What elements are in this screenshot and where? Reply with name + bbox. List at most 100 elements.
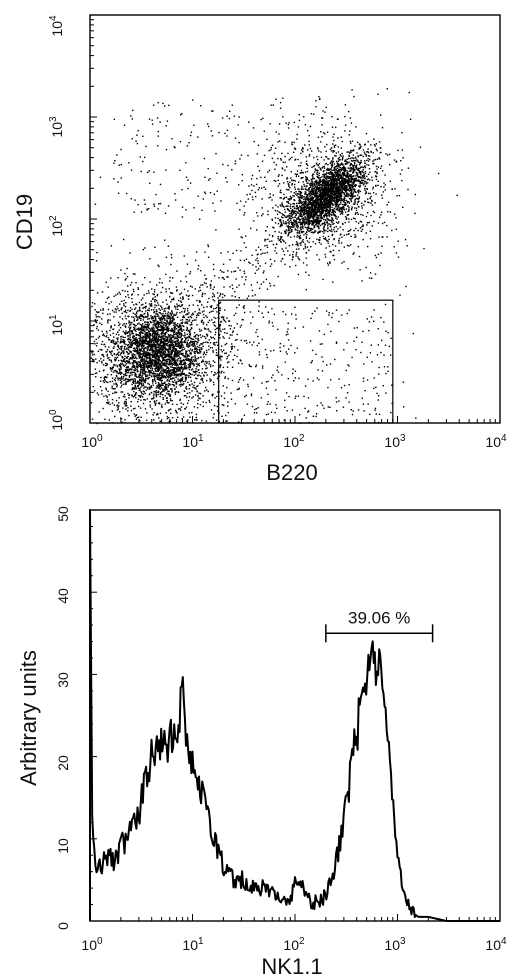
scatter-event (108, 346, 110, 348)
scatter-event (304, 205, 307, 207)
scatter-event (193, 342, 196, 344)
scatter-event (126, 356, 128, 358)
scatter-event (169, 329, 171, 331)
scatter-event (101, 360, 103, 363)
scatter-event (213, 413, 215, 415)
scatter-event (115, 341, 117, 343)
scatter-event (171, 319, 174, 322)
scatter-event (226, 317, 228, 319)
scatter-event (181, 373, 183, 375)
scatter-event (168, 345, 171, 347)
scatter-event (112, 332, 114, 335)
scatter-event (129, 338, 131, 341)
scatter-event (141, 343, 144, 346)
scatter-event (131, 374, 133, 376)
scatter-event (186, 354, 188, 356)
scatter-event (136, 370, 138, 373)
scatter-event (115, 383, 118, 385)
scatter-event (118, 368, 121, 370)
scatter-event (140, 314, 143, 316)
scatter-event (108, 419, 110, 421)
scatter-event (154, 375, 157, 377)
scatter-event (170, 329, 173, 331)
scatter-event (138, 395, 140, 397)
scatter-event (187, 376, 190, 378)
scatter-event (124, 272, 126, 275)
scatter-event (155, 390, 158, 392)
scatter-event (164, 364, 167, 367)
scatter-event (93, 359, 95, 361)
scatter-event (174, 350, 176, 352)
scatter-event (332, 179, 334, 182)
scatter-event (258, 354, 261, 356)
scatter-event (157, 324, 160, 326)
scatter-event (182, 354, 184, 357)
scatter-event (178, 350, 181, 353)
scatter-event (293, 235, 296, 238)
scatter-event (357, 167, 360, 170)
scatter-event (98, 360, 101, 362)
scatter-event (318, 215, 320, 217)
scatter-event (171, 340, 173, 343)
scatter-event (146, 349, 149, 352)
scatter-event (125, 332, 127, 334)
scatter-event (216, 354, 218, 356)
scatter-event (151, 348, 154, 351)
scatter-event (152, 379, 154, 381)
scatter-event (144, 339, 146, 341)
scatter-event (97, 350, 99, 352)
scatter-event (156, 373, 159, 375)
scatter-event (195, 413, 198, 416)
scatter-event (197, 369, 199, 371)
scatter-event (304, 232, 307, 235)
scatter-event (310, 228, 313, 230)
scatter-event (236, 306, 238, 309)
scatter-event (340, 173, 342, 175)
scatter-event (103, 343, 105, 346)
scatter-event (149, 352, 151, 354)
scatter-event (105, 387, 107, 389)
scatter-event (166, 383, 168, 386)
scatter-event (101, 340, 104, 343)
scatter-event (148, 303, 151, 305)
scatter-event (127, 360, 130, 363)
scatter-event (152, 293, 154, 295)
scatter-event (177, 408, 180, 410)
scatter-event (314, 185, 316, 187)
scatter-event (161, 286, 164, 289)
scatter-event (154, 304, 156, 306)
scatter-event (179, 399, 181, 402)
scatter-event (291, 184, 293, 186)
scatter-event (185, 352, 188, 354)
scatter-event (219, 302, 221, 304)
scatter-event (185, 363, 187, 365)
scatter-event (128, 326, 130, 328)
scatter-event (356, 194, 359, 196)
scatter-event (261, 312, 263, 314)
scatter-event (143, 361, 145, 363)
scatter-event (149, 372, 151, 375)
scatter-event (251, 344, 253, 346)
scatter-event (140, 340, 142, 343)
scatter-event (225, 420, 227, 422)
scatter-event (126, 267, 128, 270)
scatter-event (333, 195, 335, 197)
scatter-event (299, 213, 301, 215)
scatter-event (200, 347, 202, 349)
scatter-event (180, 352, 182, 355)
scatter-event (339, 200, 342, 202)
scatter-event (334, 182, 337, 184)
scatter-event (128, 320, 130, 322)
scatter-event (111, 354, 113, 357)
scatter-event (166, 337, 169, 340)
scatter-event (116, 372, 119, 374)
scatter-event (161, 406, 163, 408)
scatter-event (127, 294, 129, 296)
scatter-event (148, 343, 150, 346)
scatter-event (162, 346, 165, 348)
scatter-event (358, 197, 360, 199)
scatter-event (135, 330, 137, 332)
scatter-event (354, 163, 356, 165)
scatter-event (108, 359, 111, 361)
scatter-event (163, 343, 166, 345)
